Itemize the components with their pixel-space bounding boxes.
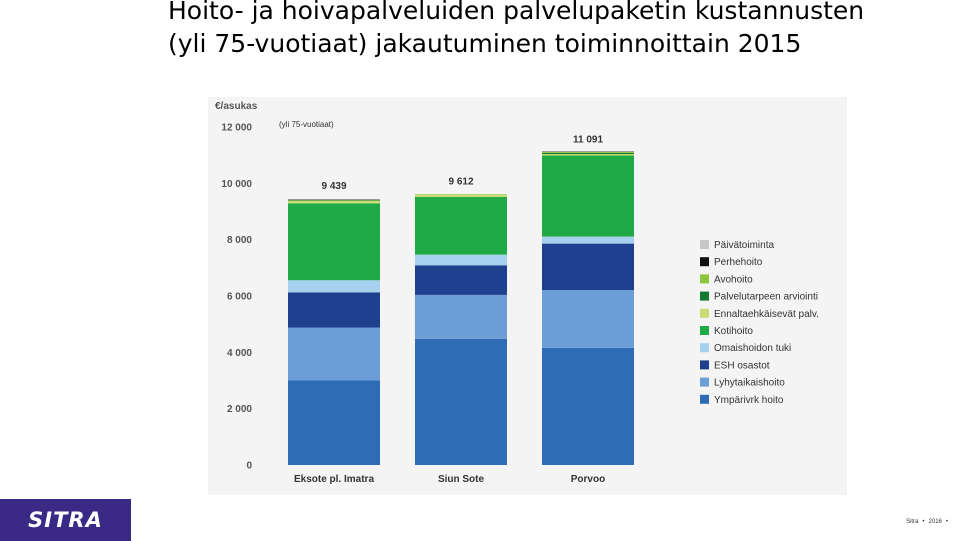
y-tick-label: 2 000 xyxy=(227,404,252,415)
legend-swatch xyxy=(700,343,709,353)
bar-segment xyxy=(542,151,634,153)
bar-segment xyxy=(288,203,380,281)
bar-total-label: 9 612 xyxy=(448,176,473,187)
legend-swatch xyxy=(700,394,709,404)
footer-org: Sitra xyxy=(906,519,919,525)
legend-swatch xyxy=(700,274,709,284)
y-tick-label: 6 000 xyxy=(227,292,252,303)
slide-title: Hoito- ja hoivapalveluiden palvelupaketi… xyxy=(168,0,948,60)
y-tick-label: 10 000 xyxy=(221,179,252,190)
legend-label: Päivätoiminta xyxy=(714,240,774,251)
bar-segment xyxy=(288,280,380,293)
slide-title-line-1: Hoito- ja hoivapalveluiden palvelupaketi… xyxy=(168,0,865,25)
x-tick-label: Siun Sote xyxy=(438,474,485,485)
y-tick-label: 0 xyxy=(246,461,252,472)
slide-title-line-2: (yli 75-vuotiaat) jakautuminen toiminnoi… xyxy=(168,29,802,58)
footer-year: 2016 xyxy=(928,519,942,525)
y-axis-label: €/asukas xyxy=(215,101,258,112)
chart-panel: €/asukas 0 2 000 4 000 6 000 8 000 10 000 12 00… xyxy=(208,97,847,495)
legend-label: Kotihoito xyxy=(714,326,753,337)
bar-segment xyxy=(542,155,634,237)
legend-swatch xyxy=(700,240,709,249)
legend-label: Ennaltaehkäisevät palv. xyxy=(714,309,819,320)
bar-segment xyxy=(415,338,507,465)
bar-segment xyxy=(415,196,507,255)
bar-segment xyxy=(288,199,380,200)
bar-total-label: 9 439 xyxy=(321,181,346,192)
bar-segment xyxy=(288,200,380,204)
bar-segment xyxy=(542,151,634,152)
chart-annotation: (yli 75-vuotiaat) xyxy=(279,120,334,129)
bar-segment xyxy=(288,200,380,201)
y-tick-label: 8 000 xyxy=(227,235,252,246)
bar-segment xyxy=(542,154,634,156)
bar-segment xyxy=(288,327,380,381)
y-tick-label: 4 000 xyxy=(227,348,252,359)
footer: Sitra • 2016 • xyxy=(906,519,952,525)
bar-segment xyxy=(542,243,634,291)
legend-label: Avohoito xyxy=(714,274,753,285)
bar-segment xyxy=(415,194,507,197)
legend-label: Lyhytaikaishoito xyxy=(714,378,785,389)
legend-swatch xyxy=(700,360,709,370)
x-tick-label: Porvoo xyxy=(571,474,605,485)
bar-segment xyxy=(415,194,507,195)
bar-segment xyxy=(415,265,507,295)
y-tick-label: 12 000 xyxy=(221,123,252,134)
bar-segment xyxy=(542,236,634,244)
legend-swatch xyxy=(700,308,709,318)
bar-segment xyxy=(288,380,380,465)
legend-label: Ympärivrk hoito xyxy=(714,395,784,406)
bar-total-label: 11 091 xyxy=(573,135,603,146)
legend-label: ESH osastot xyxy=(714,360,770,371)
bar-segment xyxy=(288,292,380,328)
legend-label: Palvelutarpeen arviointi xyxy=(714,292,818,303)
stacked-bar-chart: €/asukas 0 2 000 4 000 6 000 8 000 10 000 12 00… xyxy=(215,101,819,485)
legend-swatch xyxy=(700,326,709,335)
bar-segment xyxy=(542,290,634,348)
bar-segment xyxy=(542,152,634,155)
bar-segment xyxy=(415,254,507,266)
sitra-logo-text: SITRA xyxy=(28,508,103,532)
footer-separator-end: • xyxy=(945,519,948,525)
sitra-logo: SITRA xyxy=(0,499,131,541)
legend-swatch xyxy=(700,377,709,387)
legend-swatch xyxy=(700,291,709,301)
legend-label: Perhehoito xyxy=(714,257,763,268)
legend-swatch xyxy=(700,257,709,267)
x-tick-label: Eksote pl. Imatra xyxy=(294,474,374,485)
legend-label: Omaishoidon tuki xyxy=(714,343,791,354)
footer-separator: • xyxy=(922,519,925,525)
bar-segment xyxy=(415,294,507,339)
bar-segment xyxy=(542,347,634,465)
